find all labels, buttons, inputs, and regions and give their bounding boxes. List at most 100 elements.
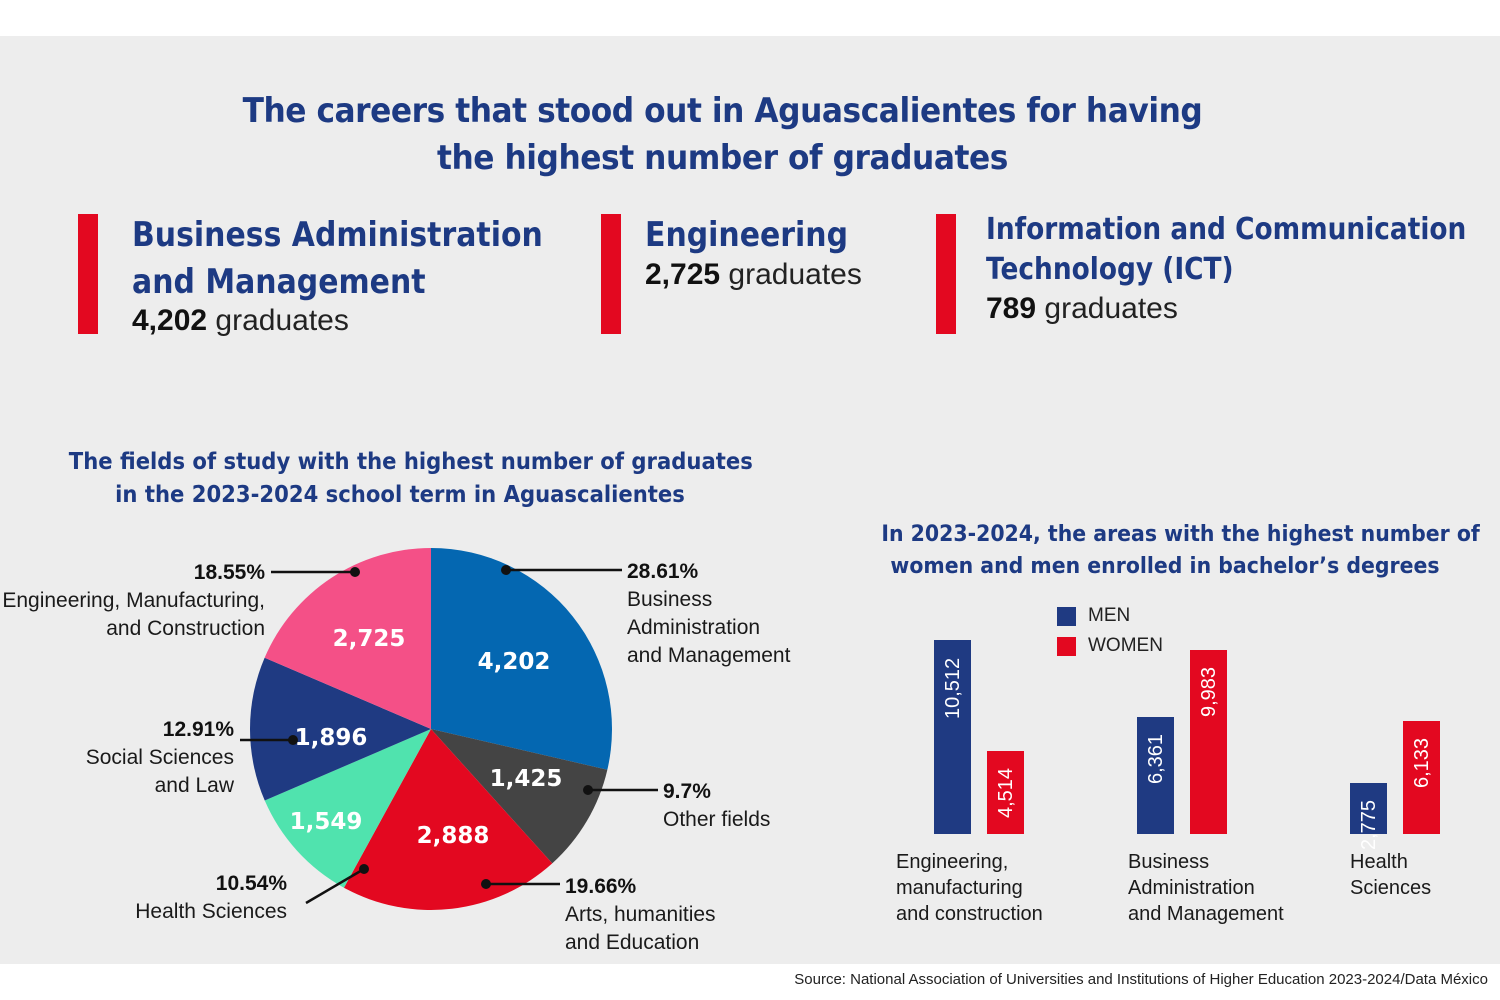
bar-title-line1: In 2023-2024, the areas with the highest… [881, 522, 1480, 547]
pie-label-arts: 19.66% Arts, humanities and Education [565, 873, 716, 957]
pie-label-percent: 28.61% [627, 560, 699, 583]
source-note: Source: National Association of Universi… [794, 971, 1488, 988]
graduate-unit: graduates [215, 304, 349, 337]
pie-label-percent: 19.66% [565, 875, 637, 898]
bar-men [934, 640, 971, 834]
career-name-line1: Engineering [645, 215, 849, 255]
pie-label-text: Social Sciences [85, 746, 234, 769]
pie-value-label: 2,725 [333, 626, 406, 652]
bar-chart-title: In 2023-2024, the areas with the highest… [881, 519, 1480, 583]
bar-value-label: 4,514 [995, 768, 1017, 819]
category-line: Business [1128, 851, 1210, 873]
pie-label-other: 9.7% Other fields [663, 778, 770, 834]
bar-category-label: Engineering, manufacturing and construct… [896, 849, 1043, 927]
pie-title-line2: in the 2023-2024 school term in Aguascal… [115, 482, 685, 508]
bar-women [1190, 649, 1227, 834]
pie-slice-business [431, 548, 612, 770]
pie-label-health: 10.54% Health Sciences [135, 870, 287, 926]
graduate-unit: graduates [728, 258, 862, 291]
pie-label-text: Administration [627, 616, 761, 639]
bar-value-label: 2,775 [1358, 800, 1380, 851]
career-name-line2: Technology (ICT) [986, 252, 1234, 287]
pie-label-text: Engineering, Manufacturing, [2, 589, 265, 612]
leader-line [305, 867, 365, 905]
pie-label-text: and Management [627, 644, 791, 667]
leader-dot [583, 785, 593, 795]
pie-slice-arts [343, 729, 553, 911]
pie-label-text: Arts, humanities [565, 903, 716, 926]
category-line: Engineering, [896, 851, 1009, 873]
bar-value-label: 6,133 [1411, 738, 1433, 789]
graduate-count: 4,202 [132, 304, 208, 337]
pie-label-percent: 18.55% [193, 561, 265, 584]
pie-title-line1: The fields of study with the highest num… [68, 449, 753, 475]
pie-label-text: and Law [154, 774, 234, 797]
pie-slice-health [264, 729, 431, 888]
legend-women: WOMEN [1057, 635, 1163, 657]
career-name: Engineering [645, 212, 848, 259]
bar-men [1350, 782, 1387, 834]
pie-value-label: 2,888 [417, 823, 490, 849]
bar-title-line2: women and men enrolled in bachelor’s deg… [890, 554, 1440, 579]
bar-value-label: 6,361 [1145, 734, 1167, 785]
pie-slice-other [431, 729, 608, 864]
pie-label-social: 12.91% Social Sciences and Law [86, 716, 234, 800]
page-title-line2: the highest number of graduates [437, 138, 1008, 178]
legend-men: MEN [1057, 605, 1130, 627]
bar-women [1403, 720, 1440, 834]
page-title: The careers that stood out in Aguascalie… [58, 88, 1387, 182]
leader-dot [359, 864, 369, 874]
career-graduates: 4,202 graduates [132, 304, 349, 338]
bar-category-label: Health Sciences [1350, 849, 1431, 901]
legend-swatch-men [1057, 606, 1076, 626]
accent-bar [78, 214, 98, 334]
leader-dot [501, 565, 511, 575]
pie-label-text: and Education [565, 931, 700, 954]
pie-label-engineering: 18.55% Engineering, Manufacturing, and C… [2, 559, 265, 643]
category-line: manufacturing [896, 877, 1023, 899]
leader-dot [350, 567, 360, 577]
pie-value-label: 4,202 [478, 649, 551, 675]
pie-value-label: 1,549 [290, 809, 363, 835]
pie-label-text: Business [627, 588, 713, 611]
career-name: Business Administration and Management [132, 212, 543, 306]
bar-men [1137, 716, 1174, 834]
career-name-line1: Business Administration [132, 215, 543, 255]
page-title-line1: The careers that stood out in Aguascalie… [242, 91, 1203, 131]
legend-label: WOMEN [1088, 635, 1163, 656]
career-graduates: 789 graduates [986, 292, 1178, 326]
graduate-count: 789 [986, 292, 1037, 325]
bar-value-label: 10,512 [942, 657, 964, 719]
pie-label-text: Health Sciences [135, 900, 287, 923]
pie-value-label: 1,425 [490, 766, 563, 792]
pie-label-text: Other fields [663, 808, 771, 831]
category-line: and construction [896, 903, 1043, 925]
pie-chart-title: The fields of study with the highest num… [68, 446, 753, 512]
pie-label-percent: 10.54% [215, 872, 287, 895]
background-panel [0, 36, 1500, 964]
career-name-line2: and Management [132, 262, 426, 302]
bar-value-label: 9,983 [1198, 667, 1220, 718]
category-line: Administration [1128, 877, 1255, 899]
graduate-count: 2,725 [645, 258, 721, 291]
pie-value-label: 1,896 [295, 725, 368, 751]
pie-label-percent: 12.91% [162, 718, 234, 741]
leader-dot [288, 735, 298, 745]
category-line: Sciences [1350, 877, 1432, 899]
category-line: and Management [1128, 903, 1284, 925]
pie-slice-engineering [264, 548, 431, 729]
pie-slice-social [249, 657, 431, 801]
career-name: Information and Communication Technology… [986, 210, 1466, 290]
graduate-unit: graduates [1044, 292, 1178, 325]
bar-category-label: Business Administration and Management [1128, 849, 1284, 927]
legend-swatch-women [1057, 636, 1076, 656]
accent-bar [601, 214, 621, 334]
legend-label: MEN [1088, 605, 1131, 626]
bar-women [987, 750, 1024, 834]
career-graduates: 2,725 graduates [645, 258, 862, 292]
leader-dot [481, 879, 491, 889]
category-line: Health [1350, 851, 1408, 873]
accent-bar [936, 214, 956, 334]
pie-label-percent: 9.7% [663, 780, 711, 803]
